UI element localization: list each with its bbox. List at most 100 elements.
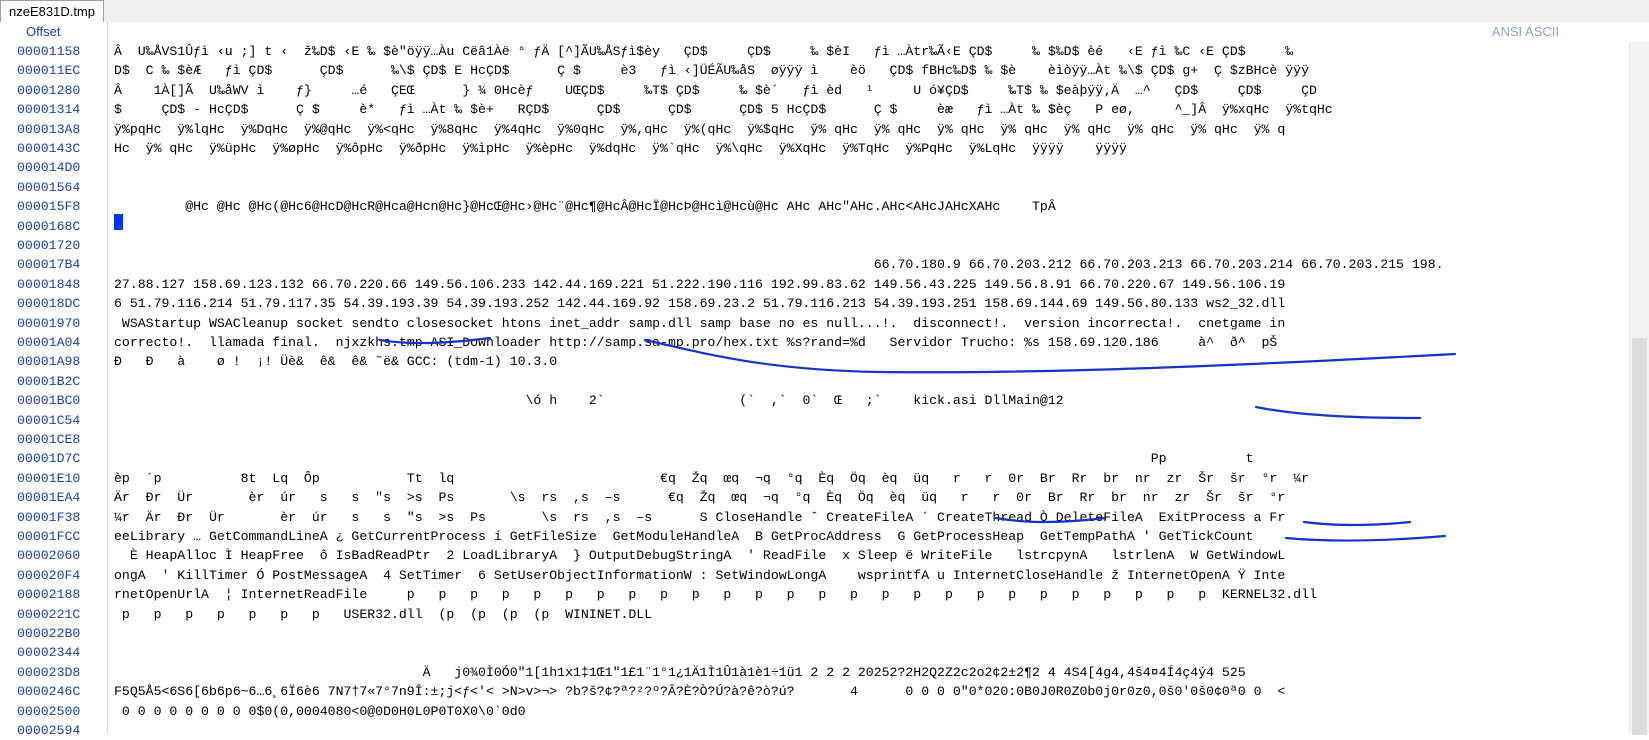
encoding-column-header[interactable]: ANSI ASCII (1491, 24, 1559, 39)
text-row[interactable]: 000011EC D$ C ‰ $èÆ ƒì ÇD$ ÇD$ ‰\$ ÇD$ E … (0, 62, 1630, 80)
row-offset: 000017B4 (17, 257, 81, 273)
row-offset: 00001970 (17, 315, 81, 331)
text-row[interactable]: 00001FCC eeLibrary … GetCommandLineA ¿ Ge… (0, 528, 1630, 546)
row-text[interactable]: WSAStartup WSACleanup socket sendto clos… (114, 315, 1286, 331)
text-row[interactable]: 00001BC0 \ó h 2` (` ,` 0` Œ ;` kick.asi … (0, 392, 1630, 410)
row-text[interactable]: \ó h 2` (` ,` 0` Œ ;` kick.asi DllMain@1… (114, 393, 1064, 409)
column-header: Offset ANSI ASCII (0, 22, 1649, 42)
offset-divider (107, 22, 108, 733)
text-row[interactable]: 00002060 È HeapAlloc Ì HeapFree ô IsBadR… (0, 547, 1630, 565)
text-row[interactable]: 00001280 Â 1À[]Ã U‰åWV ì ƒ} …é ÇEŒ } ¾ 0H… (0, 82, 1630, 100)
text-row[interactable]: 00001848 27.88.127 158.69.123.132 66.70.2… (0, 276, 1630, 294)
row-text[interactable]: 66.70.180.9 66.70.203.212 66.70.203.213 … (114, 257, 1444, 273)
text-row[interactable]: 00002500 0 0 0 0 0 0 0 0 0$0(0,0004080<0… (0, 703, 1630, 721)
row-text[interactable]: ¼r Är Ðr Ür èr úr s s "s >s Ps \s rs ,s … (114, 509, 1286, 525)
row-offset: 00001EA4 (17, 490, 81, 506)
text-row[interactable]: 00001EA4 Är Ðr Ür èr úr s s "s >s Ps \s r… (0, 489, 1630, 507)
row-text[interactable]: ÿ%pqHc ÿ%lqHc ÿ%DqHc ÿ%@qHc ÿ%<qHc ÿ%8qH… (114, 121, 1286, 137)
row-offset: 00001848 (17, 276, 81, 292)
text-row[interactable]: 0000143C Hc ÿ% qHc ÿ%üpHc ÿ%øpHc ÿ%ôpHc ÿ… (0, 140, 1630, 158)
row-text[interactable]: @Hc @Hc @Hc(@Hc6@HcD@HcR@Hca@Hcn@Hc}@HcŒ… (114, 199, 1056, 215)
text-row[interactable]: 000013A8 ÿ%pqHc ÿ%lqHc ÿ%DqHc ÿ%@qHc ÿ%<q… (0, 121, 1630, 139)
text-row[interactable]: 00001C54 (0, 412, 1630, 430)
row-offset: 00002594 (17, 723, 81, 738)
text-row[interactable]: 000015F8 @Hc @Hc @Hc(@Hc6@HcD@HcR@Hca@Hc… (0, 198, 1630, 216)
text-row[interactable]: 00002188 rnetOpenUrlA ¦ InternetReadFile … (0, 586, 1630, 604)
row-text[interactable]: È HeapAlloc Ì HeapFree ô IsBadReadPtr 2 … (114, 548, 1286, 564)
text-row[interactable]: 000022B0 (0, 625, 1630, 643)
row-offset: 00001B2C (17, 373, 81, 389)
row-offset: 000013A8 (17, 121, 81, 137)
row-offset: 00002500 (17, 703, 81, 719)
row-text[interactable]: 27.88.127 158.69.123.132 66.70.220.66 14… (114, 276, 1286, 292)
text-row[interactable]: 00002594 (0, 722, 1630, 740)
row-offset: 000015F8 (17, 199, 81, 215)
tab-file[interactable]: nzeE831D.tmp (0, 0, 104, 23)
row-offset: 00002060 (17, 548, 81, 564)
row-offset: 00001280 (17, 82, 81, 98)
row-offset: 00001CE8 (17, 432, 81, 447)
text-row[interactable]: 00001564 (0, 179, 1630, 197)
row-offset: 000014D0 (17, 160, 81, 176)
row-offset: 00001FCC (17, 529, 81, 544)
text-row[interactable]: 00001F38 ¼r Är Ðr Ür èr úr s s "s >s Ps \… (0, 509, 1630, 527)
row-text[interactable]: èp ´p 8t Lq Ôp Tt lq €q Žq œq ¬q °q Èq Ö… (114, 470, 1309, 486)
row-text[interactable]: correcto!. llamada final. njxzkhs.tmp AS… (114, 335, 1278, 350)
scrollbar-thumb[interactable] (1632, 338, 1647, 735)
row-offset: 00001720 (17, 238, 81, 253)
row-text[interactable]: Â U‰ÅVS1Ûƒì ‹u ;] t ‹ ž‰D$ ‹E ‰ $è"öÿÿ…À… (114, 44, 1294, 59)
vertical-scrollbar[interactable] (1629, 42, 1649, 735)
row-offset: 000018DC (17, 296, 81, 312)
row-text[interactable]: 0 0 0 0 0 0 0 0 0$0(0,0004080<0@0D0H0L0P… (114, 703, 526, 719)
text-row[interactable]: 000014D0 (0, 159, 1630, 177)
text-row[interactable]: 00001CE8 (0, 431, 1630, 449)
row-text[interactable]: $ ÇD$ - HcÇD$ Ç $ è* ƒì …Àt ‰ $è+ RÇD$ Ç… (114, 102, 1333, 118)
row-offset: 000022B0 (17, 626, 81, 641)
text-row[interactable]: 00002344 (0, 644, 1630, 662)
row-offset: 00001E10 (17, 470, 81, 486)
text-row[interactable]: 000017B4 66.70.180.9 66.70.203.212 66.70… (0, 256, 1630, 274)
row-offset: 00001BC0 (17, 393, 81, 409)
row-offset: 00002344 (17, 645, 81, 661)
row-offset: 00001A04 (17, 335, 81, 350)
row-offset: 00001564 (17, 179, 81, 195)
row-text[interactable]: eeLibrary … GetCommandLineA ¿ GetCurrent… (114, 529, 1254, 544)
row-offset: 000023D8 (17, 664, 81, 680)
row-text[interactable]: ongA ' KillTimer Ó PostMessageA 4 SetTim… (114, 567, 1286, 583)
text-row[interactable]: 00001A98 Ð Ð à ø ! ¡! Üè& ê& ê& ˜ë& GCC: … (0, 353, 1630, 371)
row-offset: 0000168C (17, 218, 81, 234)
row-offset: 00001D7C (17, 451, 81, 467)
text-row[interactable]: 00001A04 correcto!. llamada final. njxzkh… (0, 334, 1630, 352)
text-row[interactable]: 00001970 WSAStartup WSACleanup socket se… (0, 315, 1630, 333)
row-text[interactable]: p p p p p p p USER32.dll (p (p (p (p WIN… (114, 606, 653, 622)
row-offset: 000011EC (17, 63, 81, 79)
row-text[interactable]: F5Q5Å5<6S6[6b6p6~6…6¸6Ï6è6 7N7†7«7°7n9Î:… (114, 684, 1286, 700)
text-row[interactable]: 000020F4 ongA ' KillTimer Ó PostMessageA … (0, 567, 1630, 585)
text-row[interactable]: 000018DC 6 51.79.116.214 51.79.117.35 54.… (0, 295, 1630, 313)
text-row[interactable]: 0000246C F5Q5Å5<6S6[6b6p6~6…6¸6Ï6è6 7N7†7… (0, 683, 1630, 701)
row-text[interactable]: Â 1À[]Ã U‰åWV ì ƒ} …é ÇEŒ } ¾ 0Hcèƒ UŒÇD… (114, 82, 1317, 98)
text-row[interactable]: 00001E10 èp ´p 8t Lq Ôp Tt lq €q Žq œq ¬q… (0, 470, 1630, 488)
text-row[interactable]: 00001158 Â U‰ÅVS1Ûƒì ‹u ;] t ‹ ž‰D$ ‹E ‰ … (0, 43, 1630, 61)
row-text[interactable]: rnetOpenUrlA ¦ InternetReadFile p p p p … (114, 587, 1317, 603)
row-text[interactable]: D$ C ‰ $èÆ ƒì ÇD$ ÇD$ ‰\$ ÇD$ E HcÇD$ Ç … (114, 63, 1309, 79)
text-row[interactable]: 0000221C p p p p p p p USER32.dll (p (p … (0, 606, 1630, 624)
row-text[interactable]: Hc ÿ% qHc ÿ%üpHc ÿ%øpHc ÿ%ôpHc ÿ%ðpHc ÿ%… (114, 141, 1127, 156)
row-text[interactable]: Pp t (114, 451, 1254, 467)
row-offset: 00001C54 (17, 412, 81, 428)
text-row[interactable]: 00001B2C (0, 373, 1630, 391)
row-text[interactable]: 6 51.79.116.214 51.79.117.35 54.39.193.3… (114, 296, 1286, 312)
tab-bar: nzeE831D.tmp (0, 0, 1649, 23)
row-text[interactable]: Ä j0¾0Ì0Ó0"1[1h1x1‡1Œ1"1£1¨1°1¿1Ä1Ì1Û1à1… (114, 664, 1246, 680)
text-row[interactable]: 00001D7C Pp t (0, 450, 1630, 468)
text-row[interactable]: 0000168C (0, 218, 1630, 236)
text-row[interactable]: 000023D8 Ä j0¾0Ì0Ó0"1[1h1x1‡1Œ1"1£1¨1°1¿… (0, 664, 1630, 682)
row-offset: 00001158 (17, 44, 81, 59)
row-offset: 0000221C (17, 606, 81, 622)
text-row[interactable]: 00001314 $ ÇD$ - HcÇD$ Ç $ è* ƒì …Àt ‰ $è… (0, 101, 1630, 119)
row-text[interactable]: Är Ðr Ür èr úr s s "s >s Ps \s rs ,s –s … (114, 490, 1286, 506)
row-offset: 00002188 (17, 587, 81, 603)
text-row[interactable]: 00001720 (0, 237, 1630, 255)
text-cursor (114, 214, 123, 230)
row-text[interactable]: Ð Ð à ø ! ¡! Üè& ê& ê& ˜ë& GCC: (tdm-1) … (114, 354, 558, 370)
